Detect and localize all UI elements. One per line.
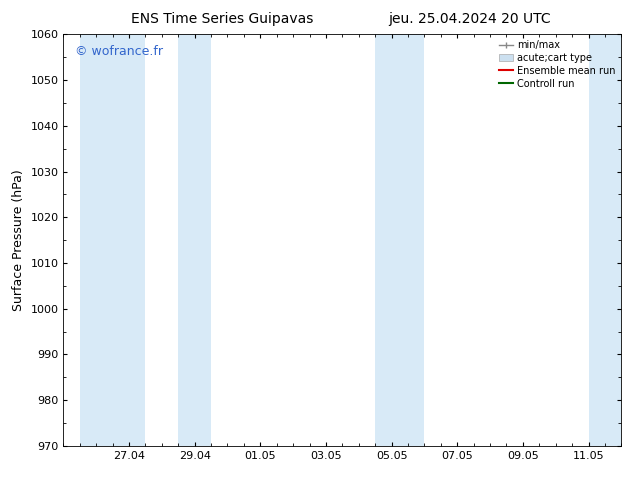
Text: jeu. 25.04.2024 20 UTC: jeu. 25.04.2024 20 UTC: [388, 12, 550, 26]
Bar: [178, 34, 211, 446]
Text: © wofrance.fr: © wofrance.fr: [75, 45, 162, 58]
Text: ENS Time Series Guipavas: ENS Time Series Guipavas: [131, 12, 313, 26]
Bar: [80, 34, 145, 446]
Legend: min/max, acute;cart type, Ensemble mean run, Controll run: min/max, acute;cart type, Ensemble mean …: [496, 37, 618, 92]
Y-axis label: Surface Pressure (hPa): Surface Pressure (hPa): [12, 169, 25, 311]
Bar: [588, 34, 621, 446]
Bar: [375, 34, 424, 446]
